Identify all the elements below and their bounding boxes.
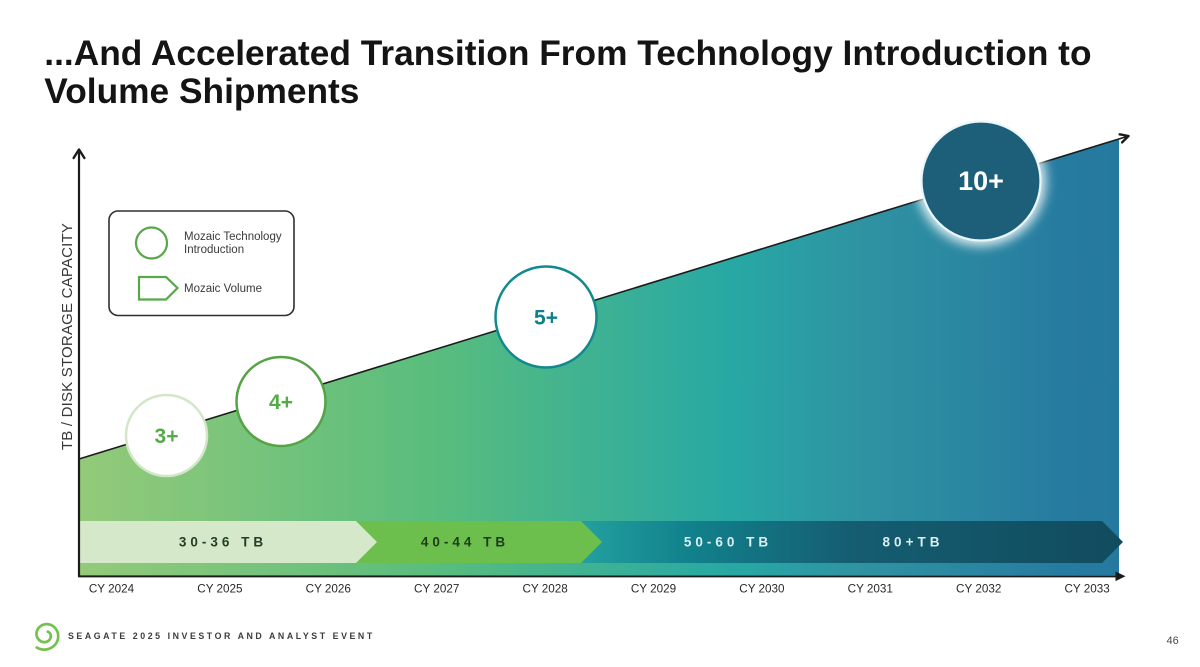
svg-text:CY 2024: CY 2024 — [89, 583, 135, 596]
svg-text:50-60 TB: 50-60 TB — [684, 535, 772, 550]
svg-text:Mozaic Technology: Mozaic Technology — [184, 231, 282, 243]
svg-text:TB / DISK STORAGE CAPACITY: TB / DISK STORAGE CAPACITY — [59, 223, 76, 450]
svg-text:5+: 5+ — [534, 307, 558, 330]
svg-text:3+: 3+ — [155, 425, 179, 448]
svg-text:CY 2032: CY 2032 — [956, 583, 1001, 596]
svg-text:CY 2028: CY 2028 — [522, 583, 567, 596]
svg-text:Mozaic Volume: Mozaic Volume — [184, 283, 262, 295]
svg-text:30-36 TB: 30-36 TB — [179, 535, 267, 550]
svg-text:CY 2033: CY 2033 — [1064, 583, 1109, 596]
svg-text:CY 2030: CY 2030 — [739, 583, 785, 596]
svg-text:CY 2026: CY 2026 — [306, 583, 351, 596]
svg-text:CY 2027: CY 2027 — [414, 583, 459, 596]
svg-text:4+: 4+ — [269, 391, 293, 414]
svg-text:CY 2031: CY 2031 — [848, 583, 893, 596]
svg-text:Introduction: Introduction — [184, 244, 244, 256]
svg-text:10+: 10+ — [958, 166, 1004, 196]
svg-text:80+TB: 80+TB — [883, 535, 944, 550]
svg-text:CY 2025: CY 2025 — [197, 583, 243, 596]
svg-text:CY 2029: CY 2029 — [631, 583, 676, 596]
svg-text:40-44 TB: 40-44 TB — [421, 535, 509, 550]
